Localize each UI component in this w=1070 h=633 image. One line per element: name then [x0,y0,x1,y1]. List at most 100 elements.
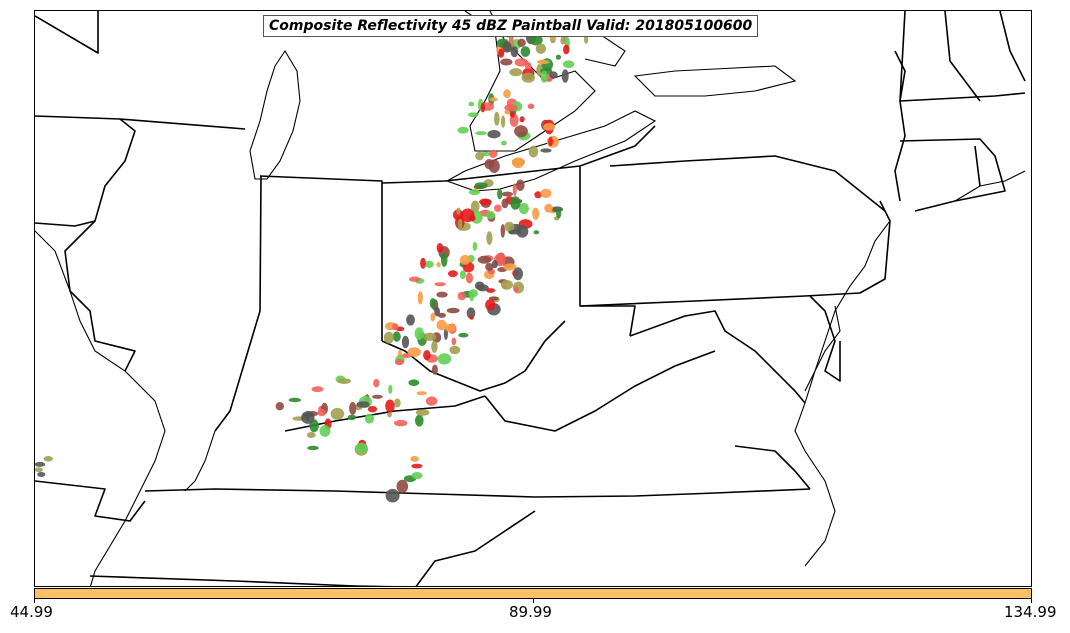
paintball-cell [466,307,476,319]
paintball-cell [543,123,555,131]
paintball-cell [509,68,523,77]
paintball-cell [532,207,540,220]
paintball-cell [431,340,438,353]
paintball-cell [548,137,553,147]
paintball-cell [501,198,509,209]
paintball-cell [35,467,43,473]
paintball-cell [408,379,420,387]
paintball-cell [275,402,284,411]
map-panel [34,10,1032,587]
paintball-cell [583,35,589,44]
paintball-cell [494,111,500,126]
state-boundaries [35,11,1026,586]
paintball-cell [485,299,496,311]
paintball-cell [518,202,529,215]
paintball-cell [529,34,543,46]
paintball-cell [367,406,378,413]
paintball-cell [456,207,461,215]
paintball-cell [425,260,434,268]
paintball-cell [468,189,481,196]
paintball-cell [436,243,444,253]
paintball-cell [437,353,452,365]
paintball-cell [430,312,436,322]
paintball-cell [489,149,498,158]
paintball-cell [501,279,513,290]
paintball-cell [528,145,539,158]
paintball-cell [485,263,494,271]
paintball-cell [487,130,501,139]
paintball-cell [514,58,529,67]
paintball-cell [406,314,415,326]
paintball-cell [317,408,327,417]
paintball-cell [457,291,466,301]
paintball-cell [43,456,53,462]
paintball-cell [504,104,518,112]
paintball-cell [477,255,492,264]
paintball-cell [460,208,475,223]
paintball-cell [513,267,523,281]
paintball-cell [383,331,394,344]
paintball-cell [503,89,511,99]
paintball-cell [510,46,519,58]
colorbar-tick-mark [533,599,534,603]
paintball-cell [468,289,478,298]
paintball-cell [373,378,380,388]
map-canvas [35,11,1026,586]
paintball-cell [527,103,535,110]
paintball-cell [474,281,485,290]
paintball-cell [517,38,526,47]
paintball-cell [536,59,549,65]
paintball-cell [394,398,401,408]
paintball-cell [414,327,424,340]
paintball-cell [469,315,474,320]
paintball-cell [349,401,357,415]
paintball-cell [307,445,319,451]
paintball-cell [486,231,493,245]
paintball-cell [420,257,426,269]
colorbar-tick-min: 44.99 [10,603,53,621]
paintball-cell [434,282,446,287]
paintball-cell [411,463,423,469]
paintball-cell [494,204,502,212]
reflectivity-paintball-cells [35,21,589,503]
paintball-cell [437,312,446,318]
paintball-cell [446,307,460,314]
paintball-cell [512,183,517,196]
paintball-cell [489,97,498,102]
paintball-cell [501,191,513,197]
paintball-cell [459,254,471,265]
paintball-cell [409,276,421,282]
paintball-cell [301,411,315,424]
paintball-cell [535,43,547,54]
paintball-cell [457,126,469,134]
paintball-cell [540,148,552,153]
paintball-cell [459,270,466,280]
colorbar-tick-mark [1031,599,1032,603]
paintball-cell [555,54,562,60]
paintball-cell [534,191,542,199]
paintball-cell [416,391,427,396]
paintball-cell [415,414,424,427]
paintball-cell [540,188,552,198]
paintball-cell [436,262,441,268]
paintball-cell [503,263,517,271]
paintball-cell [536,64,543,76]
paintball-cell [508,229,522,235]
paintball-cell [480,102,486,113]
paintball-cell [516,179,525,191]
paintball-cell [311,386,324,393]
paintball-cell [364,413,375,424]
paintball-cell [423,332,437,341]
paintball-cell [288,397,302,403]
paintball-cell [467,112,479,118]
paintball-cell [560,36,565,45]
paintball-cell [561,69,569,83]
paintball-cell [401,335,410,349]
paintball-cell [415,409,430,416]
paintball-cell [468,101,475,107]
paintball-cell [500,58,513,66]
paintball-cell [448,270,458,278]
paintball-cell [436,291,448,298]
paintball-cell [429,298,436,309]
paintball-cell [451,337,457,346]
